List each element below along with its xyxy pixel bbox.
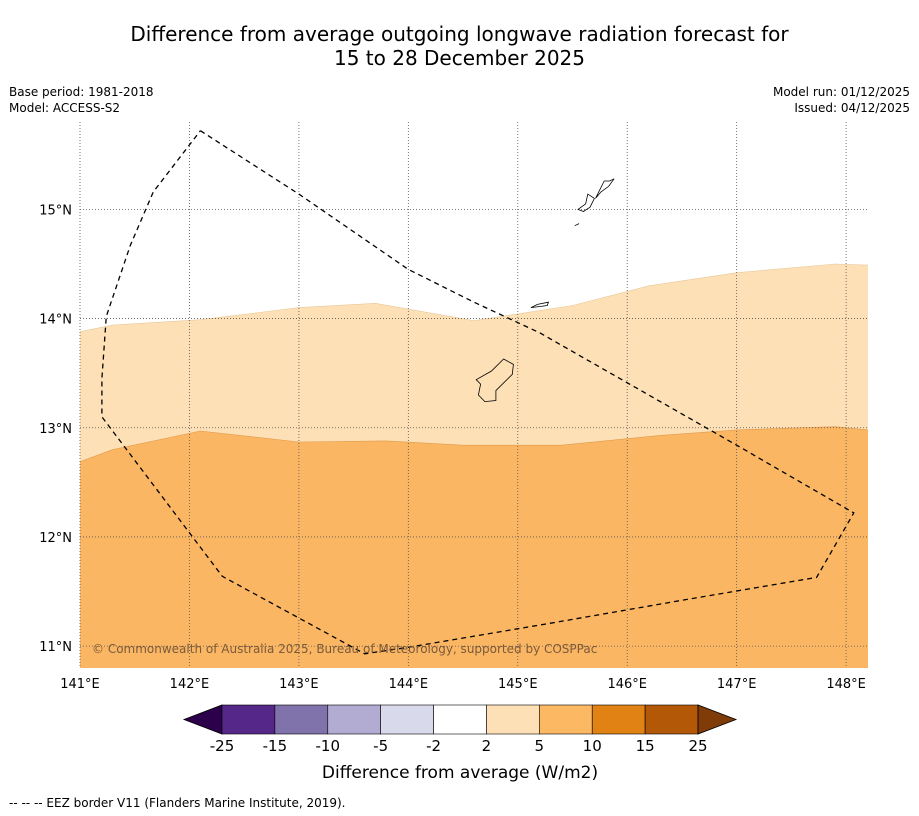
colorbar-label: Difference from average (W/m2) [322,763,598,783]
colorbar-tick-label: -10 [316,737,341,755]
colorbar-segment [221,704,276,735]
forecast-map: 141°E 142°E 143°E 144°E 145°E 146°E 147°E 148°E… [39,122,869,783]
lon-tick-label: 141°E [60,677,100,692]
lon-tick-label: 147°E [717,677,757,692]
lon-tick-label: 148°E [826,677,866,692]
colorbar-segment [539,704,593,735]
colorbar-segment [644,704,699,735]
island-outline [530,301,549,308]
title-line-2: 15 to 28 December 2025 [333,46,585,70]
colorbar-segment [327,704,381,735]
band-2-to-5 [80,264,868,462]
contour-line-2 [79,263,869,332]
lat-tick-label: 11°N [39,640,72,655]
colorbar-segment [380,704,434,735]
eez-border [101,130,855,655]
model-run: Model run: 01/12/2025 [772,85,910,99]
colorbar-tick-label: 15 [636,737,655,755]
issued-date: Issued: 04/12/2025 [794,101,910,115]
island-outline [475,358,514,403]
island-outline [574,223,580,227]
copyright-text: © Commonwealth of Australia 2025, Bureau… [92,642,597,656]
title-line-1: Difference from average outgoing longwav… [130,22,789,46]
contour-line-5 [79,426,869,462]
lat-tick-label: 14°N [39,313,72,328]
colorbar-tick-label: 2 [482,737,492,755]
lon-tick-label: 142°E [170,677,210,692]
base-period: Base period: 1981-2018 [9,85,154,99]
colorbar-tick-label: 10 [583,737,602,755]
colorbar-tick-label: -15 [263,737,288,755]
meta-right: Model run: 01/12/2025 Issued: 04/12/2025 [773,84,910,116]
island-outline [595,178,615,199]
colorbar-extend-low [182,704,223,735]
chart-title: Difference from average outgoing longwav… [0,22,919,70]
lon-tick-label: 146°E [607,677,647,692]
colorbar-extend-high [697,704,738,735]
colorbar-tick-label: -2 [426,737,441,755]
band-5-to-10 [80,426,868,668]
lat-tick-label: 13°N [39,422,72,437]
colorbar-segment [591,704,646,735]
meta-left: Base period: 1981-2018 Model: ACCESS-S2 [9,84,154,116]
lon-tick-label: 144°E [389,677,429,692]
lon-tick-label: 143°E [279,677,319,692]
island-outline [577,193,595,212]
colorbar-tick-label: 5 [535,737,545,755]
colorbar-segment [486,704,540,735]
colorbar-segment [433,704,487,735]
eez-footnote: -- -- -- EEZ border V11 (Flanders Marine… [9,796,346,810]
lon-tick-label: 145°E [498,677,538,692]
lat-tick-label: 15°N [39,203,72,218]
colorbar-segment [274,704,329,735]
colorbar-tick-label: -5 [373,737,388,755]
lat-tick-label: 12°N [39,531,72,546]
model-name: Model: ACCESS-S2 [9,101,121,115]
colorbar-tick-label: -25 [210,737,235,755]
colorbar-tick-label: 25 [688,737,707,755]
